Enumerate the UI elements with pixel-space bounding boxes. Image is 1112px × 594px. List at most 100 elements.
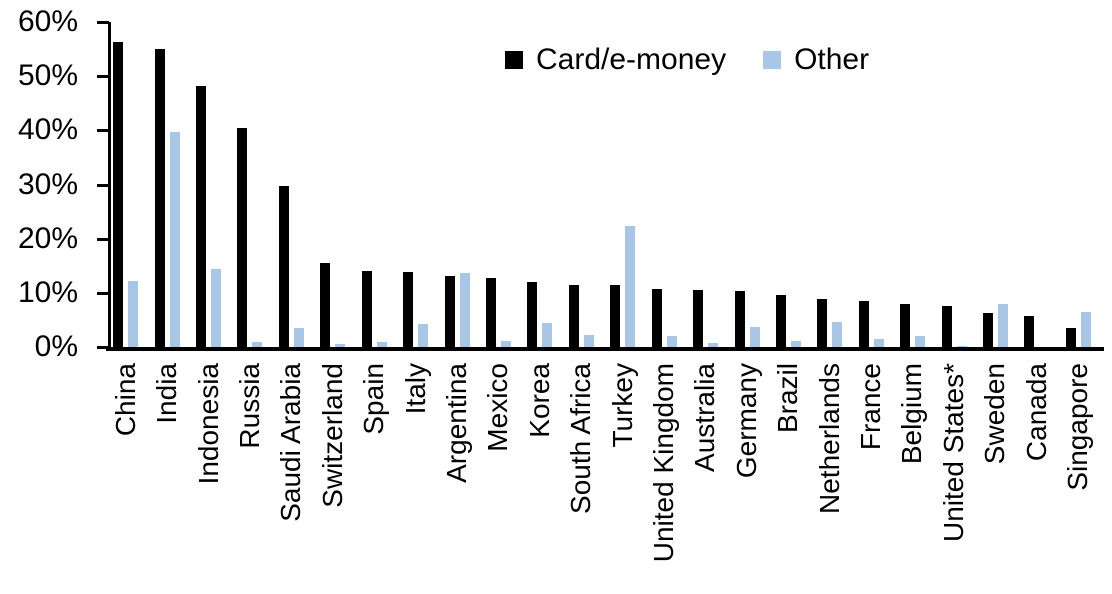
bar-card-e-money (610, 285, 621, 347)
bar-other (1080, 311, 1091, 347)
bar-group (436, 22, 477, 347)
bar-other (832, 322, 843, 347)
y-axis-tick-mark (97, 237, 109, 241)
legend-swatch-other (763, 51, 782, 69)
bar-group (975, 22, 1016, 347)
bar-group (146, 22, 187, 347)
bar-other (915, 336, 926, 347)
x-axis-label: Turkey (606, 363, 638, 448)
bar-group (643, 22, 684, 347)
x-axis-label: South Africa (565, 363, 597, 514)
bar-other (625, 225, 636, 347)
x-axis-label: Spain (358, 363, 390, 435)
y-axis-tick-label: 40% (17, 113, 78, 147)
x-axis-label: Belgium (896, 363, 928, 465)
y-axis-tick-label: 20% (17, 221, 78, 255)
bar-group (188, 22, 229, 347)
x-axis-label: Singapore (1061, 363, 1093, 491)
bar-card-e-money (941, 305, 952, 347)
y-axis-tick-mark (97, 75, 109, 79)
y-axis-line (108, 22, 111, 350)
bar-card-e-money (154, 48, 165, 347)
bar-other (666, 335, 677, 347)
bar-card-e-money (444, 276, 455, 347)
x-axis-label: China (109, 363, 141, 437)
bar-card-e-money (983, 312, 994, 347)
bar-group (685, 22, 726, 347)
bar-other (956, 345, 967, 347)
bar-card-e-money (817, 298, 828, 347)
x-axis-label: Netherlands (813, 363, 845, 514)
bar-other (749, 327, 760, 347)
x-axis-label: Switzerland (316, 363, 348, 508)
bar-card-e-money (403, 271, 414, 347)
bar-group (561, 22, 602, 347)
bar-card-e-money (113, 42, 124, 347)
bar-group (1016, 22, 1057, 347)
bar-card-e-money (278, 186, 289, 347)
y-axis-tick-label: 50% (17, 59, 78, 93)
legend-item-other: Other (763, 43, 869, 77)
legend-label-card-e-money: Card/e-money (536, 43, 727, 76)
x-axis-label: Korea (523, 363, 555, 438)
bar-card-e-money (196, 85, 207, 347)
x-axis-label: Australia (689, 363, 721, 472)
bar-group (519, 22, 560, 347)
bar-card-e-money (858, 301, 869, 347)
bar-group (1058, 22, 1099, 347)
bar-card-e-money (486, 278, 496, 347)
bar-group (768, 22, 809, 347)
legend-swatch-card-e-money (505, 51, 523, 69)
bar-card-e-money (1065, 327, 1076, 347)
bar-group (602, 22, 643, 347)
bar-group (271, 22, 312, 347)
y-axis-tick-mark (97, 346, 109, 349)
y-axis-tick-label: 10% (17, 275, 78, 309)
x-axis-label: France (854, 363, 886, 451)
bar-other (998, 304, 1009, 347)
bar-group (354, 22, 395, 347)
bar-other (873, 339, 884, 347)
bar-other (252, 342, 263, 347)
bar-other (790, 341, 801, 347)
x-axis-label: Mexico (482, 363, 514, 452)
bar-other (128, 280, 139, 347)
y-axis-tick-mark (97, 129, 109, 133)
x-axis-label: Saudi Arabia (275, 363, 307, 522)
x-axis-label: Argentina (440, 363, 472, 483)
legend-label-other: Other (794, 43, 870, 76)
bar-other (501, 340, 511, 347)
y-axis-tick-label: 30% (17, 167, 78, 201)
plot-area (105, 22, 1099, 347)
y-axis-tick-label: 0% (34, 330, 78, 363)
bar-other (376, 342, 387, 347)
bar-other (335, 343, 346, 347)
bar-card-e-money (651, 288, 662, 347)
bar-other (211, 269, 222, 347)
bar-group (312, 22, 353, 347)
bar-card-e-money (734, 291, 745, 347)
bar-group (395, 22, 436, 347)
bar-card-e-money (237, 127, 248, 347)
bar-group (478, 22, 519, 347)
bar-group (933, 22, 974, 347)
bar-card-e-money (693, 289, 704, 347)
bar-card-e-money (361, 270, 372, 347)
bar-card-e-money (320, 262, 331, 347)
bar-group (229, 22, 270, 347)
bar-card-e-money (900, 304, 911, 347)
x-axis-line (106, 347, 1104, 351)
x-axis-label: India (151, 363, 183, 424)
legend: Card/e-money Other (505, 43, 869, 77)
y-axis-tick-mark (97, 21, 109, 24)
x-axis-label: Italy (399, 363, 431, 415)
bar-group (809, 22, 850, 347)
y-axis-tick-mark (97, 183, 109, 187)
x-axis-label: Sweden (979, 363, 1011, 465)
y-axis-tick-label: 60% (17, 5, 78, 38)
y-axis-tick-mark (97, 291, 109, 295)
x-axis-label: United Kingdom (647, 363, 679, 563)
bar-other (708, 342, 719, 347)
x-axis-label: Germany (730, 363, 762, 479)
